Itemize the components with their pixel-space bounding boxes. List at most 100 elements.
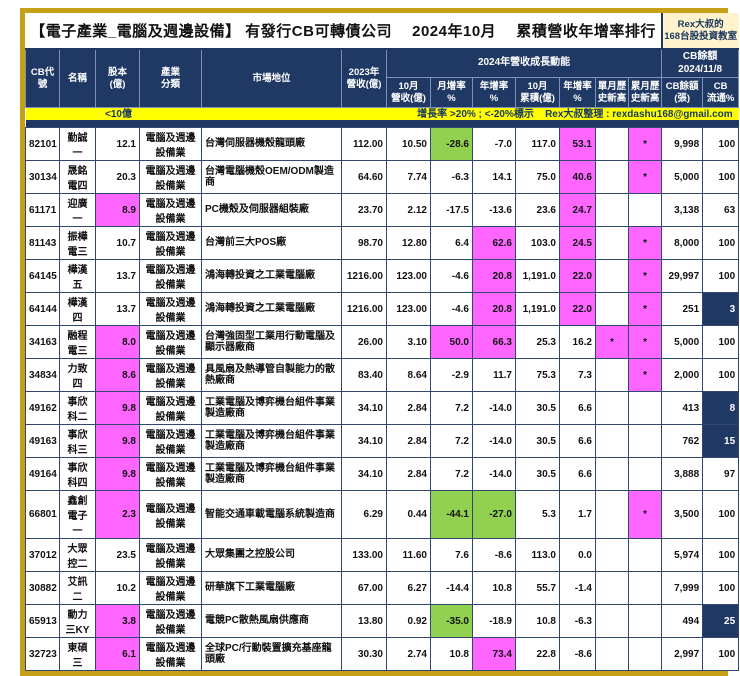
col-header-industry: 產業 分類 bbox=[139, 48, 202, 108]
cell-cum-high-star bbox=[627, 424, 663, 458]
cell-capital: 6.1 bbox=[95, 637, 140, 671]
cell-cb-code: 64145 bbox=[25, 259, 60, 293]
table-row: 81143 振樺電三 10.7 電腦及週邊設備業 台灣前三大POS廠 98.70… bbox=[25, 226, 740, 260]
cell-rev-2023: 34.10 bbox=[341, 424, 387, 458]
credit-email-link[interactable]: Rex大叔整理 : rexdashu168@gmail.com bbox=[545, 109, 733, 120]
header-cb-group: CB餘額 2024/11/8 bbox=[661, 48, 740, 78]
cell-cb-float: 3 bbox=[702, 292, 740, 326]
cell-mom: 7.6 bbox=[430, 538, 473, 572]
cell-cum-yoy: 22.0 bbox=[559, 292, 596, 326]
cell-cb-float: 8 bbox=[702, 391, 740, 425]
cell-yoy: -14.0 bbox=[472, 457, 516, 491]
cell-oct-cum: 10.8 bbox=[515, 604, 560, 638]
cell-cum-high-star: * bbox=[627, 358, 663, 392]
cell-month-high-star bbox=[595, 160, 629, 194]
cell-capital: 8.0 bbox=[95, 325, 140, 359]
cell-cum-high-star bbox=[627, 193, 663, 227]
cell-cum-high-star bbox=[627, 604, 663, 638]
col-header-rev-2023: 2023年 營收(億) bbox=[341, 48, 387, 108]
cell-capital: 8.9 bbox=[95, 193, 140, 227]
cell-capital: 23.5 bbox=[95, 538, 140, 572]
cell-name: 鑫創電子一 bbox=[59, 490, 96, 539]
cell-oct-cum: 30.5 bbox=[515, 424, 560, 458]
cell-cb-balance: 29,997 bbox=[661, 259, 704, 293]
cell-capital: 9.8 bbox=[95, 457, 140, 491]
cell-yoy: 10.8 bbox=[472, 571, 516, 605]
cell-market-position: 工業電腦及博弈機台組件事業製造廠商 bbox=[201, 424, 342, 458]
cell-rev-2023: 1216.00 bbox=[341, 259, 387, 293]
cell-cb-balance: 5,000 bbox=[661, 160, 704, 194]
cell-cb-float: 100 bbox=[702, 358, 740, 392]
cell-month-high-star bbox=[595, 193, 629, 227]
cell-cum-high-star: * bbox=[627, 160, 663, 194]
cell-capital: 13.7 bbox=[95, 259, 140, 293]
cell-industry: 電腦及週邊設備業 bbox=[139, 325, 202, 359]
cell-industry: 電腦及週邊設備業 bbox=[139, 226, 202, 260]
cell-month-high-star bbox=[595, 226, 629, 260]
table-row: 49164 事欣科四 9.8 電腦及週邊設備業 工業電腦及博弈機台組件事業製造廠… bbox=[25, 457, 740, 491]
cell-rev-2023: 112.00 bbox=[341, 127, 387, 161]
cell-cum-yoy: 6.6 bbox=[559, 457, 596, 491]
cell-month-high-star bbox=[595, 490, 629, 539]
cell-cb-float: 100 bbox=[702, 160, 740, 194]
page-title: 【電子產業_電腦及週邊設備】 有發行CB可轉債公司 2024年10月 累積營收年… bbox=[25, 13, 662, 50]
cell-industry: 電腦及週邊設備業 bbox=[139, 457, 202, 491]
table-row: 64145 樺漢五 13.7 電腦及週邊設備業 鴻海轉投資之工業電腦廠 1216… bbox=[25, 259, 740, 293]
cell-market-position: 鴻海轉投資之工業電腦廠 bbox=[201, 259, 342, 293]
cell-cb-float: 100 bbox=[702, 637, 740, 671]
cell-cum-high-star: * bbox=[627, 127, 663, 161]
cell-market-position: 台灣強固型工業用行動電腦及顯示器廠商 bbox=[201, 325, 342, 359]
table-row: 66801 鑫創電子一 2.3 電腦及週邊設備業 智能交通車載電腦系統製造商 6… bbox=[25, 490, 740, 539]
cell-rev-2023: 13.80 bbox=[341, 604, 387, 638]
cell-cum-yoy: -1.4 bbox=[559, 571, 596, 605]
cell-cb-code: 30882 bbox=[25, 571, 60, 605]
cell-yoy: 62.6 bbox=[472, 226, 516, 260]
cell-market-position: 電競PC散熱風扇供應商 bbox=[201, 604, 342, 638]
cell-rev-2023: 6.29 bbox=[341, 490, 387, 539]
table-row: 49163 事欣科三 9.8 電腦及週邊設備業 工業電腦及博弈機台組件事業製造廠… bbox=[25, 424, 740, 458]
report-frame: 【電子產業_電腦及週邊設備】 有發行CB可轉債公司 2024年10月 累積營收年… bbox=[20, 8, 740, 676]
cell-cb-float: 100 bbox=[702, 538, 740, 572]
cell-cb-balance: 762 bbox=[661, 424, 704, 458]
cell-yoy: -18.9 bbox=[472, 604, 516, 638]
cell-name: 艾訊二 bbox=[59, 571, 96, 605]
cell-cb-balance: 3,500 bbox=[661, 490, 704, 539]
cell-cb-code: 34163 bbox=[25, 325, 60, 359]
cell-capital: 3.8 bbox=[95, 604, 140, 638]
cell-cb-float: 100 bbox=[702, 490, 740, 539]
table-row: 30134 晟銘電四 20.3 電腦及週邊設備業 台灣電腦機殼OEM/ODM製造… bbox=[25, 160, 740, 194]
cell-cum-yoy: 6.6 bbox=[559, 424, 596, 458]
cell-mom: -2.9 bbox=[430, 358, 473, 392]
cell-rev-2023: 34.10 bbox=[341, 457, 387, 491]
col-header-name: 名稱 bbox=[59, 48, 96, 108]
brand-line2: 168台股投資教室 bbox=[664, 30, 738, 42]
header-sub-row: 10月 營收(億) 月增率 % 年增率 % 10月 累積(億) 年增率 % 單月… bbox=[26, 77, 740, 108]
cell-cb-code: 65913 bbox=[25, 604, 60, 638]
cell-cb-float: 100 bbox=[702, 226, 740, 260]
cell-cb-code: 37012 bbox=[25, 538, 60, 572]
cell-cum-yoy: 40.6 bbox=[559, 160, 596, 194]
cell-cb-balance: 251 bbox=[661, 292, 704, 326]
cell-rev-2023: 64.60 bbox=[341, 160, 387, 194]
cell-cb-balance: 9,998 bbox=[661, 127, 704, 161]
cell-month-high-star: * bbox=[595, 325, 629, 359]
cell-month-high-star bbox=[595, 571, 629, 605]
cell-yoy: 20.8 bbox=[472, 292, 516, 326]
cell-oct-rev: 123.00 bbox=[386, 259, 431, 293]
cell-month-high-star bbox=[595, 259, 629, 293]
col-header-cb-balance: CB餘額 (張) bbox=[661, 77, 704, 108]
cell-oct-rev: 3.10 bbox=[386, 325, 431, 359]
cell-cb-code: 82101 bbox=[25, 127, 60, 161]
cell-mom: 50.0 bbox=[430, 325, 473, 359]
table-row: 49162 事欣科二 9.8 電腦及週邊設備業 工業電腦及博弈機台組件事業製造廠… bbox=[25, 391, 740, 425]
cell-name: 東碩三 bbox=[59, 637, 96, 671]
cell-yoy: -14.0 bbox=[472, 391, 516, 425]
cell-industry: 電腦及週邊設備業 bbox=[139, 193, 202, 227]
cell-mom: 7.2 bbox=[430, 391, 473, 425]
cell-oct-cum: 103.0 bbox=[515, 226, 560, 260]
cell-month-high-star bbox=[595, 538, 629, 572]
cell-mom: -44.1 bbox=[430, 490, 473, 539]
table-row: 34163 融程電三 8.0 電腦及週邊設備業 台灣強固型工業用行動電腦及顯示器… bbox=[25, 325, 740, 359]
cell-oct-rev: 12.80 bbox=[386, 226, 431, 260]
cell-oct-rev: 0.92 bbox=[386, 604, 431, 638]
